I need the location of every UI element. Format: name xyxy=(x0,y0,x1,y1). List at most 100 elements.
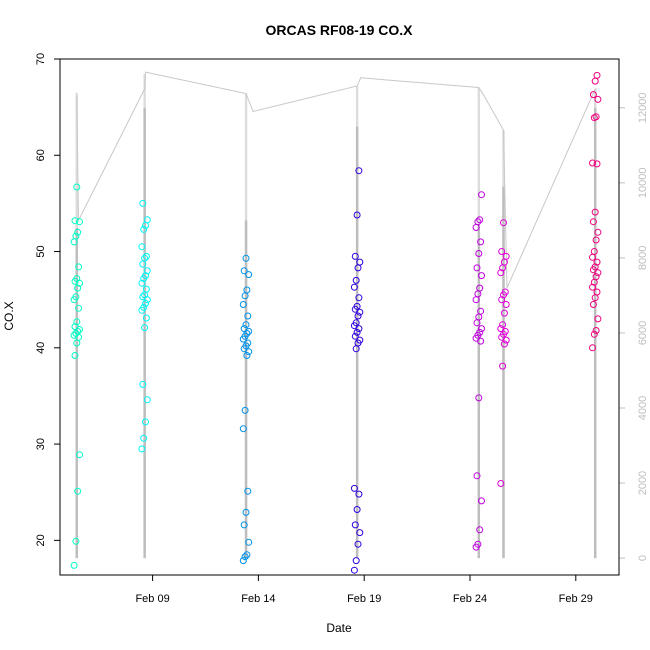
altitude-column-dense xyxy=(143,107,146,559)
data-point xyxy=(589,283,596,291)
y-tick-label: 60 xyxy=(35,149,47,161)
data-point xyxy=(353,506,361,513)
data-point xyxy=(143,216,151,224)
data-point xyxy=(497,480,505,487)
data-point xyxy=(355,167,363,175)
data-point xyxy=(500,340,508,348)
data-point xyxy=(353,211,361,219)
data-point xyxy=(591,263,599,271)
x-tick-label: Feb 24 xyxy=(453,593,487,605)
data-point xyxy=(74,228,82,236)
data-point xyxy=(478,497,485,505)
data-point xyxy=(244,312,252,320)
data-point xyxy=(142,252,150,260)
data-point xyxy=(501,288,509,296)
x-tick-label: Feb 14 xyxy=(241,593,275,605)
data-point xyxy=(242,321,250,329)
data-point xyxy=(76,451,83,459)
data-point xyxy=(243,352,251,359)
axes: Feb 09 Feb 14 Feb 19 Feb 24 Feb 29 20 30 40 50 60… xyxy=(35,53,649,605)
data-point xyxy=(241,406,249,414)
data-point xyxy=(354,312,362,320)
data-point xyxy=(73,183,81,191)
data-point xyxy=(499,362,507,370)
data-point xyxy=(75,263,83,271)
data-point xyxy=(476,284,484,292)
x-tick-label: Feb 19 xyxy=(347,593,381,605)
data-point xyxy=(498,248,506,255)
data-point xyxy=(71,352,79,359)
y-tick-label: 70 xyxy=(35,53,47,65)
x-tick-label: Feb 09 xyxy=(135,593,169,605)
y-tick-label: 50 xyxy=(35,245,47,257)
data-point xyxy=(141,324,149,332)
data-point xyxy=(352,557,360,565)
data-point xyxy=(593,258,601,266)
data-point xyxy=(589,344,596,352)
data-point xyxy=(352,276,360,284)
data-point xyxy=(76,218,83,226)
data-point xyxy=(592,113,600,121)
data-point xyxy=(352,319,360,327)
data-point xyxy=(474,218,482,226)
data-point xyxy=(499,321,507,329)
y-tick-label: 30 xyxy=(35,438,47,450)
y2-tick-label: 2000 xyxy=(637,471,649,495)
data-point xyxy=(589,301,597,308)
altitude-line xyxy=(76,71,597,289)
data-point xyxy=(240,521,248,529)
data-point xyxy=(138,243,146,251)
data-point xyxy=(139,293,147,301)
data-point xyxy=(71,217,79,225)
data-point xyxy=(138,279,146,287)
data-point xyxy=(70,331,78,339)
data-point xyxy=(476,526,484,534)
y2-tick-label: 4000 xyxy=(637,396,649,420)
data-point xyxy=(71,323,79,331)
data-point xyxy=(592,327,600,334)
data-point xyxy=(240,267,248,275)
data-point xyxy=(239,557,247,565)
data-point xyxy=(351,252,359,260)
data-point xyxy=(244,487,252,495)
data-point xyxy=(74,487,82,495)
data-point xyxy=(477,238,485,246)
data-point xyxy=(478,191,485,199)
altitude-column-dense xyxy=(244,220,248,559)
data-point xyxy=(240,325,248,333)
data-point xyxy=(476,328,484,336)
data-point xyxy=(243,551,251,559)
data-point xyxy=(141,254,149,262)
y2-tick-label: 8000 xyxy=(637,246,649,270)
data-point xyxy=(591,208,599,216)
data-point xyxy=(72,293,80,301)
y-axis-label: CO.X xyxy=(2,301,16,330)
data-point xyxy=(498,296,506,304)
data-point xyxy=(478,325,485,333)
data-point xyxy=(72,232,80,240)
data-point xyxy=(245,271,253,279)
data-point xyxy=(473,264,481,272)
data-point xyxy=(243,286,251,294)
data-point xyxy=(594,315,602,323)
data-point xyxy=(475,394,483,402)
data-point xyxy=(239,301,247,308)
data-point xyxy=(589,91,597,99)
y2-tick-label: 0 xyxy=(637,555,649,561)
data-point xyxy=(142,285,150,293)
data-point xyxy=(142,272,149,280)
data-point xyxy=(356,529,364,537)
plot-frame xyxy=(59,58,620,576)
data-point xyxy=(502,301,510,308)
y2-tick-label: 12000 xyxy=(637,92,649,123)
data-point xyxy=(350,283,358,291)
data-point xyxy=(139,380,147,388)
y2-tick-label: 6000 xyxy=(637,321,649,345)
data-point xyxy=(73,275,81,282)
x-tick-label: Feb 29 xyxy=(559,593,593,605)
data-point xyxy=(138,445,146,453)
data-point xyxy=(590,248,598,255)
data-point xyxy=(356,336,364,344)
